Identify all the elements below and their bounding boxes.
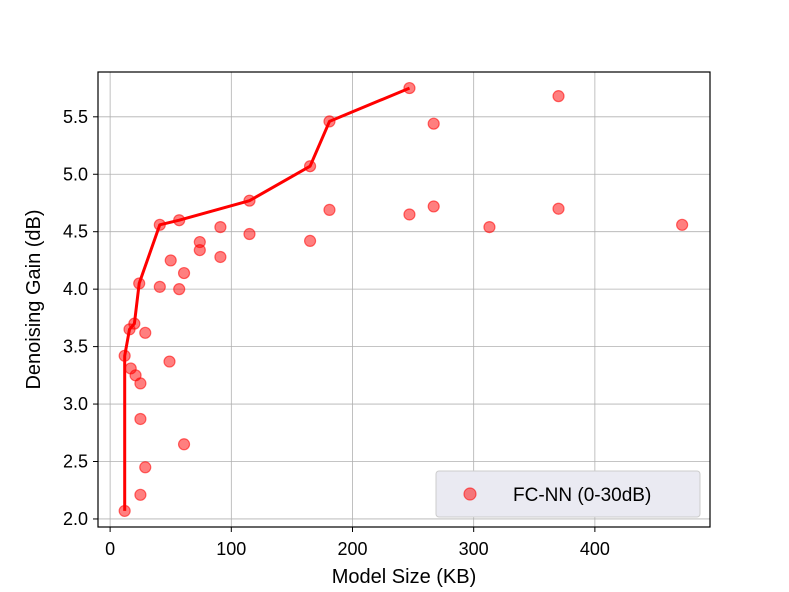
legend-marker <box>463 487 477 501</box>
x-tick-label: 200 <box>337 539 367 559</box>
y-tick-label: 3.5 <box>63 337 88 357</box>
scatter-point <box>193 243 206 257</box>
scatter-points <box>118 81 689 518</box>
frontier-line <box>123 86 411 511</box>
scatter-point <box>177 266 191 280</box>
scatter-point <box>214 250 227 264</box>
scatter-point <box>403 81 416 95</box>
x-tick-label: 400 <box>580 539 610 559</box>
y-tick-label: 5.0 <box>63 164 88 184</box>
x-tick-label: 300 <box>459 539 489 559</box>
axis-ticks: 0 100 200 300 400 2.0 2.5 3.0 3.5 4.0 4.5 5.0 5.5 <box>63 107 610 559</box>
scatter-point <box>552 202 565 215</box>
scatter-point <box>134 377 147 390</box>
y-tick-label: 4.0 <box>63 279 88 299</box>
x-tick-label: 0 <box>105 539 115 559</box>
legend-box <box>435 470 701 518</box>
scatter-point <box>243 194 256 207</box>
y-tick-label: 5.5 <box>63 107 88 127</box>
x-axis-label: Model Size (KB) <box>332 566 477 588</box>
scatter-point <box>153 280 166 293</box>
scatter-point <box>177 438 191 451</box>
frontier-line-layer <box>123 86 411 511</box>
scatter-point <box>483 221 496 234</box>
scatter-point <box>303 160 317 173</box>
y-tick-label: 2.0 <box>63 509 88 529</box>
legend-label: FC-NN (0-30dB) <box>513 485 651 506</box>
y-tick-label: 3.0 <box>63 394 88 414</box>
scatter-point <box>164 254 177 267</box>
scatter-point <box>134 488 147 501</box>
legend: FC-NN (0-30dB) <box>435 470 701 518</box>
scatter-point <box>243 227 256 241</box>
scatter-point <box>118 504 131 518</box>
scatter-point <box>323 115 336 128</box>
scatter-point <box>403 208 416 221</box>
scatter-point <box>427 117 440 130</box>
scatter-point <box>134 412 147 426</box>
scatter-point <box>173 214 186 227</box>
plot-frame <box>97 71 711 528</box>
scatter-point <box>118 349 131 362</box>
scatter-point <box>139 326 152 339</box>
scatter-point <box>133 277 146 290</box>
scatter-point <box>173 283 186 296</box>
scatter-point <box>303 234 317 248</box>
scatter-point <box>214 221 227 234</box>
grid <box>98 72 710 527</box>
y-tick-label: 4.5 <box>63 222 88 242</box>
scatter-point <box>139 461 152 474</box>
scatter-point <box>128 317 141 330</box>
scatter-point <box>552 90 565 103</box>
scatter-point <box>427 200 440 213</box>
scatter-point <box>676 218 689 231</box>
scatter-point <box>163 355 176 368</box>
scatter-point <box>323 203 336 216</box>
y-axis-label: Denoising Gain (dB) <box>23 209 45 389</box>
y-tick-label: 2.5 <box>63 452 88 472</box>
x-tick-label: 100 <box>216 539 246 559</box>
scatter-point <box>153 218 166 231</box>
